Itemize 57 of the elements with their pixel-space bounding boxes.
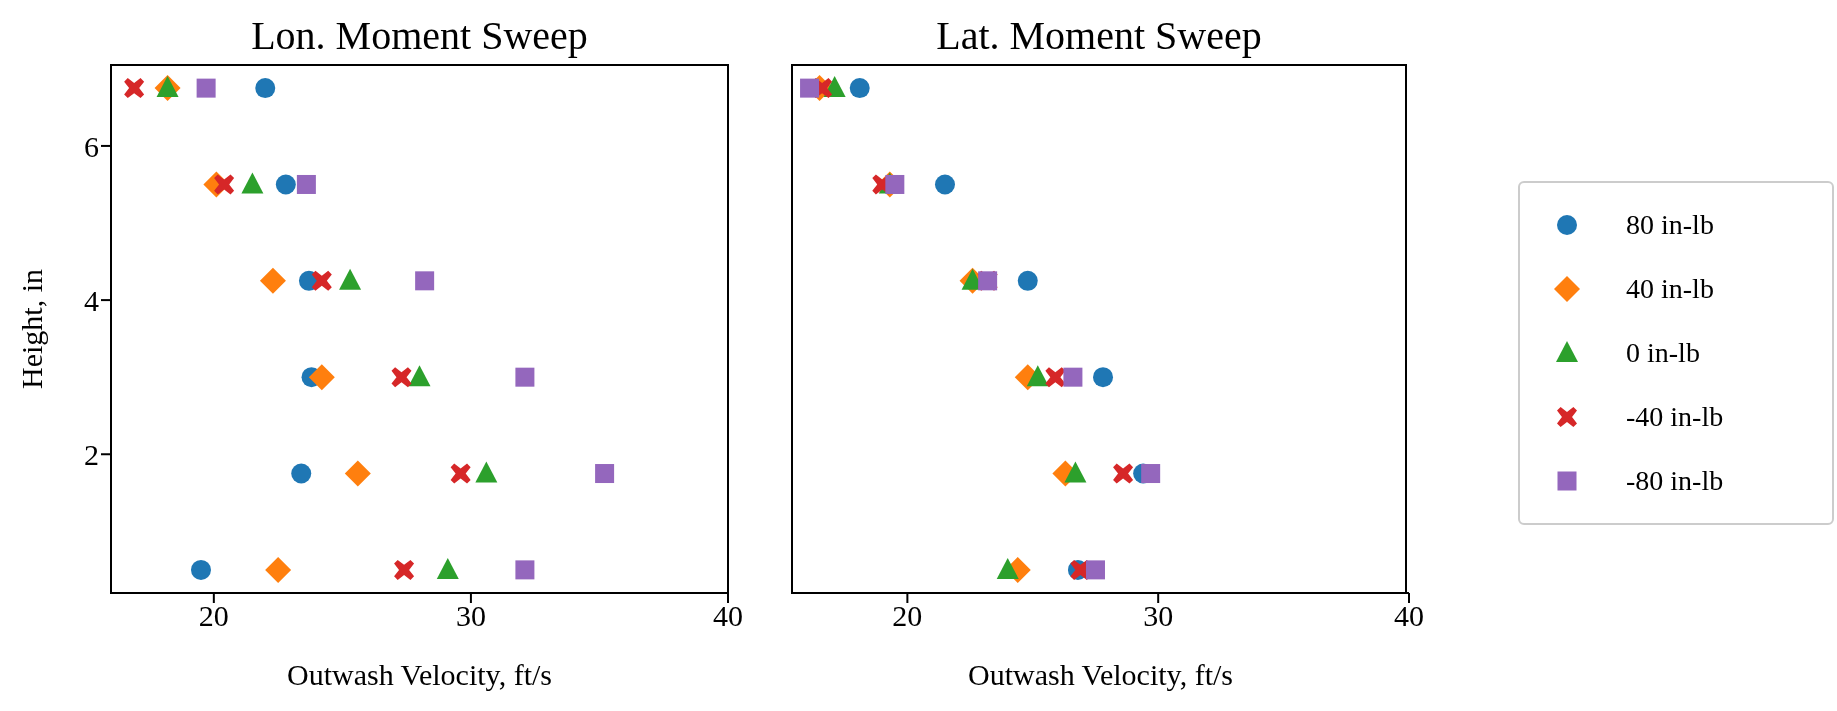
point	[1064, 461, 1087, 483]
point	[190, 559, 211, 580]
point	[1113, 463, 1134, 484]
legend-label: -40 in-lb	[1626, 401, 1724, 433]
point	[595, 464, 615, 484]
point	[275, 174, 296, 195]
y-tick-label: 2	[84, 437, 99, 471]
y-tick-label: 4	[84, 283, 99, 317]
x-axis-title: Outwash Velocity, ft/s	[287, 658, 552, 691]
point	[1026, 365, 1049, 387]
legend-label: 80 in-lb	[1626, 209, 1714, 241]
legend-label: -80 in-lb	[1626, 465, 1724, 497]
point	[339, 268, 362, 290]
point	[391, 367, 412, 388]
point	[450, 463, 471, 484]
legend-label: 40 in-lb	[1626, 273, 1714, 305]
point	[1017, 270, 1038, 291]
point	[296, 174, 316, 194]
point	[849, 78, 870, 99]
point	[415, 271, 435, 291]
legend-label: 0 in-lb	[1626, 337, 1700, 369]
x-tick-label: 40	[1394, 599, 1424, 633]
point	[394, 559, 415, 580]
x-tick-label: 30	[455, 599, 486, 633]
y-axis-title: Height, in	[14, 269, 48, 389]
x-axis-title: Outwash Velocity, ft/s	[968, 658, 1233, 691]
point	[1063, 367, 1083, 387]
point	[291, 463, 312, 484]
point	[308, 364, 335, 391]
point	[196, 78, 216, 98]
point	[1141, 464, 1161, 484]
point	[935, 174, 955, 195]
point	[515, 560, 535, 580]
x-tick-label: 20	[198, 599, 229, 633]
point	[885, 174, 905, 194]
chart-title: Lat. Moment Sweep	[935, 12, 1263, 59]
point	[436, 557, 459, 579]
point	[344, 460, 371, 487]
point	[475, 461, 498, 483]
point	[1085, 560, 1105, 580]
x-tick-label: 20	[892, 599, 923, 633]
chart-title: Lon. Moment Sweep	[250, 12, 589, 59]
point	[996, 557, 1019, 579]
point	[1093, 367, 1114, 388]
point	[311, 270, 332, 291]
x-tick-label: 40	[713, 599, 743, 633]
point	[124, 78, 145, 99]
point	[800, 78, 820, 98]
point	[515, 367, 535, 387]
y-tick-label: 6	[84, 129, 99, 163]
point	[241, 172, 264, 194]
point	[255, 78, 276, 99]
point	[265, 556, 292, 583]
x-tick-label: 30	[1143, 599, 1174, 633]
point	[1045, 367, 1066, 388]
point	[408, 365, 431, 387]
point	[259, 267, 286, 294]
